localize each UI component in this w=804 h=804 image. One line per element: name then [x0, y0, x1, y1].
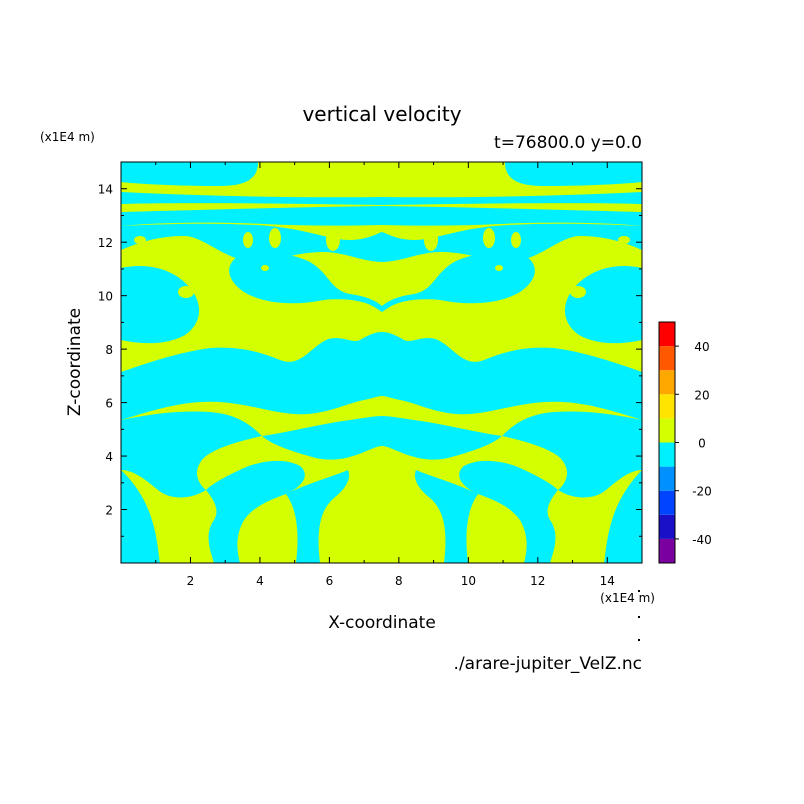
negative-velocity-region: [121, 192, 642, 205]
colorbar: [659, 322, 675, 563]
colorbar-segment: [659, 322, 675, 347]
y-tick-label: 6: [105, 397, 113, 411]
x-axis-ticks: 2 4 6 8 10 12 14: [155, 162, 615, 588]
heatmap-plot-area: [121, 162, 642, 563]
negative-velocity-region: [121, 223, 642, 262]
y-tick-label: 14: [98, 183, 113, 197]
negative-velocity-region: [121, 332, 642, 420]
y-tick-label: 12: [98, 236, 113, 250]
positive-velocity-island: [352, 226, 362, 234]
positive-velocity-island: [243, 232, 253, 248]
y-tick-label: 8: [105, 343, 113, 357]
negative-velocity-region: [505, 162, 642, 186]
negative-velocity-region: [604, 470, 642, 563]
negative-velocity-regions: [121, 162, 642, 563]
colorbar-segment: [659, 418, 675, 443]
negative-velocity-region: [121, 206, 642, 226]
colorbar-tick-label: -40: [692, 533, 712, 547]
x-tick-label: 10: [461, 574, 476, 588]
positive-velocity-island: [495, 265, 503, 271]
positive-velocity-island: [178, 286, 194, 298]
positive-velocity-island: [134, 236, 146, 244]
positive-velocity-island: [261, 265, 269, 271]
positive-velocity-island: [269, 228, 281, 248]
y-axis-ticks: 2 4 6 8 10 12 14: [98, 183, 642, 537]
negative-velocity-region: [121, 266, 200, 344]
x-tick-label: 2: [187, 574, 195, 588]
negative-velocity-region: [414, 470, 478, 563]
positive-velocity-island: [483, 228, 495, 248]
positive-velocity-island: [248, 315, 258, 325]
y-tick-label: 10: [98, 290, 113, 304]
negative-velocity-region: [502, 411, 642, 498]
colorbar-segment: [659, 370, 675, 395]
plot-frame: [120, 161, 643, 564]
colorbar-tick-label: -20: [692, 485, 712, 499]
y-axis-label: Z-coordinate: [65, 308, 85, 416]
positive-velocity-island: [570, 286, 586, 298]
negative-velocity-region: [262, 416, 502, 460]
negative-velocity-region: [229, 252, 535, 312]
colorbar-segment: [659, 394, 675, 419]
y-tick-label: 2: [105, 504, 113, 518]
positive-velocity-island: [511, 232, 521, 248]
source-filename: ./arare-jupiter_VelZ.nc: [454, 654, 642, 674]
positive-velocity-island: [402, 226, 412, 234]
positive-velocity-island: [326, 229, 340, 251]
positive-velocity-island: [618, 236, 630, 244]
y-tick-label: 4: [105, 450, 113, 464]
positive-velocity-island: [506, 315, 516, 325]
colorbar-ticks: -40 -20 0 20 40: [675, 340, 712, 547]
colorbar-segment: [659, 466, 675, 491]
x-tick-label: 6: [326, 574, 334, 588]
positive-velocity-island: [424, 229, 438, 251]
negative-velocity-region: [121, 162, 258, 186]
x-tick-label: 8: [395, 574, 403, 588]
colorbar-tick-label: 40: [694, 340, 709, 354]
chart-title: vertical velocity: [302, 102, 461, 126]
colorbar-segment: [659, 490, 675, 515]
decorative-dots: [638, 590, 640, 641]
y-axis-unit: (x1E4 m): [40, 130, 95, 144]
negative-velocity-region: [286, 470, 350, 563]
colorbar-segment: [659, 538, 675, 563]
colorbar-tick-label: 20: [694, 388, 709, 402]
negative-velocity-region: [121, 470, 160, 563]
colorbar-segment: [659, 514, 675, 539]
chart-subtitle: t=76800.0 y=0.0: [494, 133, 642, 153]
x-tick-label: 12: [530, 574, 545, 588]
x-tick-label: 4: [256, 574, 264, 588]
negative-velocity-region: [564, 266, 642, 344]
colorbar-segment: [659, 442, 675, 467]
x-tick-label: 14: [600, 574, 615, 588]
x-axis-unit: (x1E4 m): [600, 591, 655, 605]
colorbar-segment: [659, 346, 675, 371]
negative-velocity-region: [121, 411, 262, 498]
x-axis-label: X-coordinate: [328, 613, 436, 633]
colorbar-tick-label: 0: [698, 437, 706, 451]
negative-velocity-region: [459, 460, 558, 563]
negative-velocity-region: [206, 460, 305, 563]
